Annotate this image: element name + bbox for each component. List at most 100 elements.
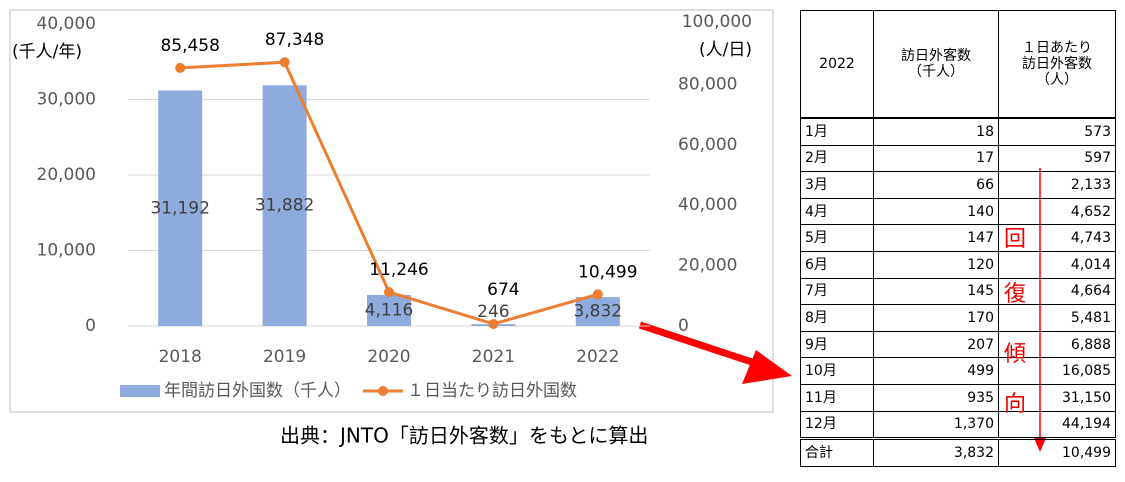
legend-swatch [378,386,388,396]
cell: 6,888 [998,330,1116,359]
annotation: 回 [1004,227,1027,252]
cell: 12月 [800,410,874,440]
cell: 66 [873,171,999,199]
header-text: （千人） [908,64,964,80]
cell: 2,133 [998,171,1116,199]
arrow [638,321,772,372]
cell: 120 [873,250,999,279]
cell: 3月 [800,171,874,199]
y2-tick-label: 60,000 [678,135,737,155]
cell: 170 [873,304,999,332]
y2-tick-label: 20,000 [678,256,737,276]
x-tick-label: 2018 [159,347,202,367]
row: 8月 170 5,481 [800,304,1116,332]
cell: 4,652 [998,197,1116,226]
line-label: 674 [487,280,519,300]
y-tick-label: 40,000 [37,14,96,34]
header-text: １日あたり [1022,40,1092,56]
cell: 499 [873,357,999,385]
row: 12月 1,370 44,194 [800,410,1116,440]
x-tick-label: 2020 [367,347,410,367]
cell: 573 [998,117,1116,146]
line-label: 10,499 [578,262,637,282]
bar [158,90,203,326]
row: 5月 147 4,743 [800,224,1116,252]
row: 11月 935 31,150 [800,383,1116,412]
arrow-head [742,350,792,384]
cell: 4,743 [998,224,1116,252]
header-text: 訪日外客数 [901,48,971,64]
header-row: 2022 訪日外客数 （千人） １日あたり 訪日外客数 （人） [800,10,1116,119]
annotation: 復 [1004,282,1027,307]
cell: 147 [873,224,999,252]
row: 7月 145 4,664 [800,277,1116,306]
line-point [592,289,603,300]
cell: 4,664 [998,277,1116,306]
y-tick-label: 10,000 [37,241,96,261]
row: 1月 18 573 [800,117,1116,146]
source: 出典：JNTO「訪日外客数」をもとに算出 [280,424,648,448]
y-tick-label: 30,000 [37,90,96,110]
bar-label: 4,116 [365,300,414,320]
cell: 4月 [800,197,874,226]
cell: 5,481 [998,304,1116,332]
bar-label: 31,882 [255,196,314,216]
cell: 17 [873,144,999,173]
cell: 2月 [800,144,874,173]
y2-tick-label: 0 [678,316,689,336]
x-tick-label: 2019 [263,347,306,367]
table: 2022 訪日外客数 （千人） １日あたり 訪日外客数 （人） 1月 18 573 2月 17 597… [800,10,1116,467]
y-axis-label: (千人/年) [12,42,82,62]
bar-label: 3,832 [573,302,622,322]
legend-label: １日当たり訪日外国数 [407,381,577,401]
bar [575,297,620,326]
cell: 145 [873,277,999,306]
total-row: 合計 3,832 10,499 [800,437,1116,467]
y2-tick-label: 80,000 [678,74,737,94]
cell: 11月 [800,383,874,412]
annotation: 傾 [1004,342,1027,367]
cell: 6月 [800,250,874,279]
y2-tick-label: 40,000 [678,195,737,215]
y2-tick-label: 100,000 [682,12,752,32]
row: 10月 499 16,085 [800,357,1116,385]
cell: 140 [873,197,999,226]
cell: 44,194 [998,410,1116,440]
cell: 18 [873,117,999,146]
bar-label: 31,192 [150,198,209,218]
y2-axis-label: (人/日) [699,40,752,60]
line-point [384,287,394,298]
cell: 1,370 [873,410,999,440]
row: 2月 17 597 [800,144,1116,173]
line-label: 85,458 [160,36,219,56]
header-cell: 訪日外客数 （千人） [873,10,999,119]
x-tick-label: 2022 [576,347,619,367]
header-text: 2022 [819,56,855,72]
legend-swatch [120,385,160,397]
cell: 31,150 [998,383,1116,412]
cell: 207 [873,330,999,359]
line-point [175,62,186,73]
row: 3月 66 2,133 [800,171,1116,199]
cell: 8月 [800,304,874,332]
row: 4月 140 4,652 [800,197,1116,226]
line-point [279,57,290,68]
x-tick-label: 2021 [472,347,515,367]
bar-label: 246 [477,302,509,322]
y-tick-label: 0 [85,316,96,336]
header-text: 訪日外客数 [1022,56,1092,72]
cell: 10月 [800,357,874,385]
cell: 935 [873,383,999,412]
cell: 4,014 [998,250,1116,279]
total-cell: 合計 [800,437,874,467]
y-tick-label: 20,000 [37,165,96,185]
row: 6月 120 4,014 [800,250,1116,279]
cell: 9月 [800,330,874,359]
header-text: （人） [1036,72,1078,88]
cell: 1月 [800,117,874,146]
cell: 5月 [800,224,874,252]
line-label: 11,246 [369,260,428,280]
header-cell: １日あたり 訪日外客数 （人） [998,10,1116,119]
